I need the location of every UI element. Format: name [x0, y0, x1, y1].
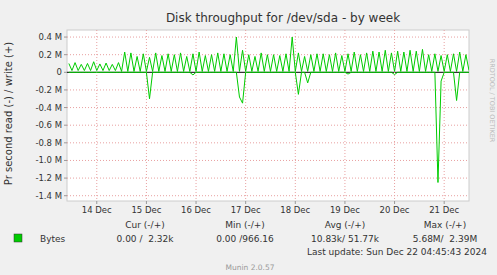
- legend-column: Avg (-/+): [325, 220, 365, 230]
- grid-line: [96, 30, 97, 201]
- x-tick-label: 16 Dec: [181, 205, 211, 215]
- x-tick-label: 20 Dec: [380, 205, 410, 215]
- y-tick-label: -0.6 M: [35, 120, 62, 130]
- grid-line: [245, 30, 246, 201]
- x-tick-label: 21 Dec: [429, 205, 459, 215]
- y-tick-label: 0: [57, 67, 62, 77]
- x-tick: [344, 201, 345, 204]
- legend-column: Min (-/+): [225, 220, 265, 230]
- x-tick: [245, 201, 246, 204]
- x-tick: [444, 201, 445, 204]
- last-update: Last update: Sun Dec 22 04:45:43 2024: [307, 247, 487, 257]
- x-tick-label: 17 Dec: [231, 205, 261, 215]
- legend-value: 5.68M/ 2.39M: [413, 234, 477, 244]
- grid-line: [146, 30, 147, 201]
- x-tick-label: 18 Dec: [280, 205, 310, 215]
- grid-line: [444, 30, 445, 201]
- watermark: RRDTOOL / TOBI OETIKER: [488, 59, 496, 143]
- y-tick-label: -0.8 M: [35, 138, 62, 148]
- y-tick: [64, 107, 67, 108]
- y-tick: [64, 178, 67, 179]
- title: Disk throughput for /dev/sda - by week: [166, 11, 400, 25]
- y-tick: [64, 54, 67, 55]
- x-tick-label: 19 Dec: [330, 205, 360, 215]
- grid-line: [67, 37, 469, 38]
- grid-line: [394, 30, 395, 201]
- x-tick: [196, 201, 197, 204]
- y-tick-label: -1.4 M: [35, 191, 62, 201]
- series-line: [69, 72, 469, 182]
- grid-line: [67, 125, 469, 126]
- grid-line: [67, 142, 469, 143]
- y-tick: [64, 160, 67, 161]
- legend-swatch: [14, 234, 22, 242]
- y-tick-label: -1.2 M: [35, 173, 62, 183]
- grid-line: [67, 107, 469, 108]
- y-tick: [64, 125, 67, 126]
- legend-column: Cur (-/+): [125, 220, 164, 230]
- y-axis-label: Pr second read (-) / write (+): [3, 42, 14, 185]
- grid-line: [67, 195, 469, 196]
- grid-line: [67, 160, 469, 161]
- x-tick: [146, 201, 147, 204]
- y-tick-label: -0.2 M: [35, 85, 62, 95]
- legend-value: 0.00 /966.16: [216, 234, 274, 244]
- x-tick-label: 15 Dec: [131, 205, 161, 215]
- grid-line: [67, 54, 469, 55]
- legend-value: 0.00 / 2.32k: [117, 234, 175, 244]
- y-tick: [64, 89, 67, 90]
- legend-value: 10.83k/ 51.77k: [311, 234, 380, 244]
- series-group: [69, 37, 469, 182]
- legend-column: Max (-/+): [424, 220, 466, 230]
- chart: Disk throughput for /dev/sda - by week Pr…: [0, 0, 497, 275]
- footer: Munin 2.0.57: [225, 263, 274, 272]
- series-line: [69, 37, 469, 71]
- y-tick: [64, 195, 67, 196]
- y-tick-label: -1.0 M: [35, 155, 62, 165]
- legend-label: Bytes: [40, 234, 66, 244]
- y-tick-label: -0.4 M: [35, 103, 62, 113]
- y-tick: [64, 37, 67, 38]
- grid-line: [67, 178, 469, 179]
- y-tick: [64, 142, 67, 143]
- y-tick-label: 0.2 M: [38, 50, 62, 60]
- background: [0, 0, 497, 275]
- grid-line: [295, 30, 296, 201]
- plot-area: [67, 30, 469, 201]
- y-tick-label: 0.4 M: [38, 32, 62, 42]
- y-tick: [64, 72, 67, 73]
- x-tick-label: 14 Dec: [82, 205, 112, 215]
- grid-line: [196, 30, 197, 201]
- grid-line: [344, 30, 345, 201]
- x-tick: [394, 201, 395, 204]
- x-tick: [295, 201, 296, 204]
- x-tick: [96, 201, 97, 204]
- grid-line: [67, 89, 469, 90]
